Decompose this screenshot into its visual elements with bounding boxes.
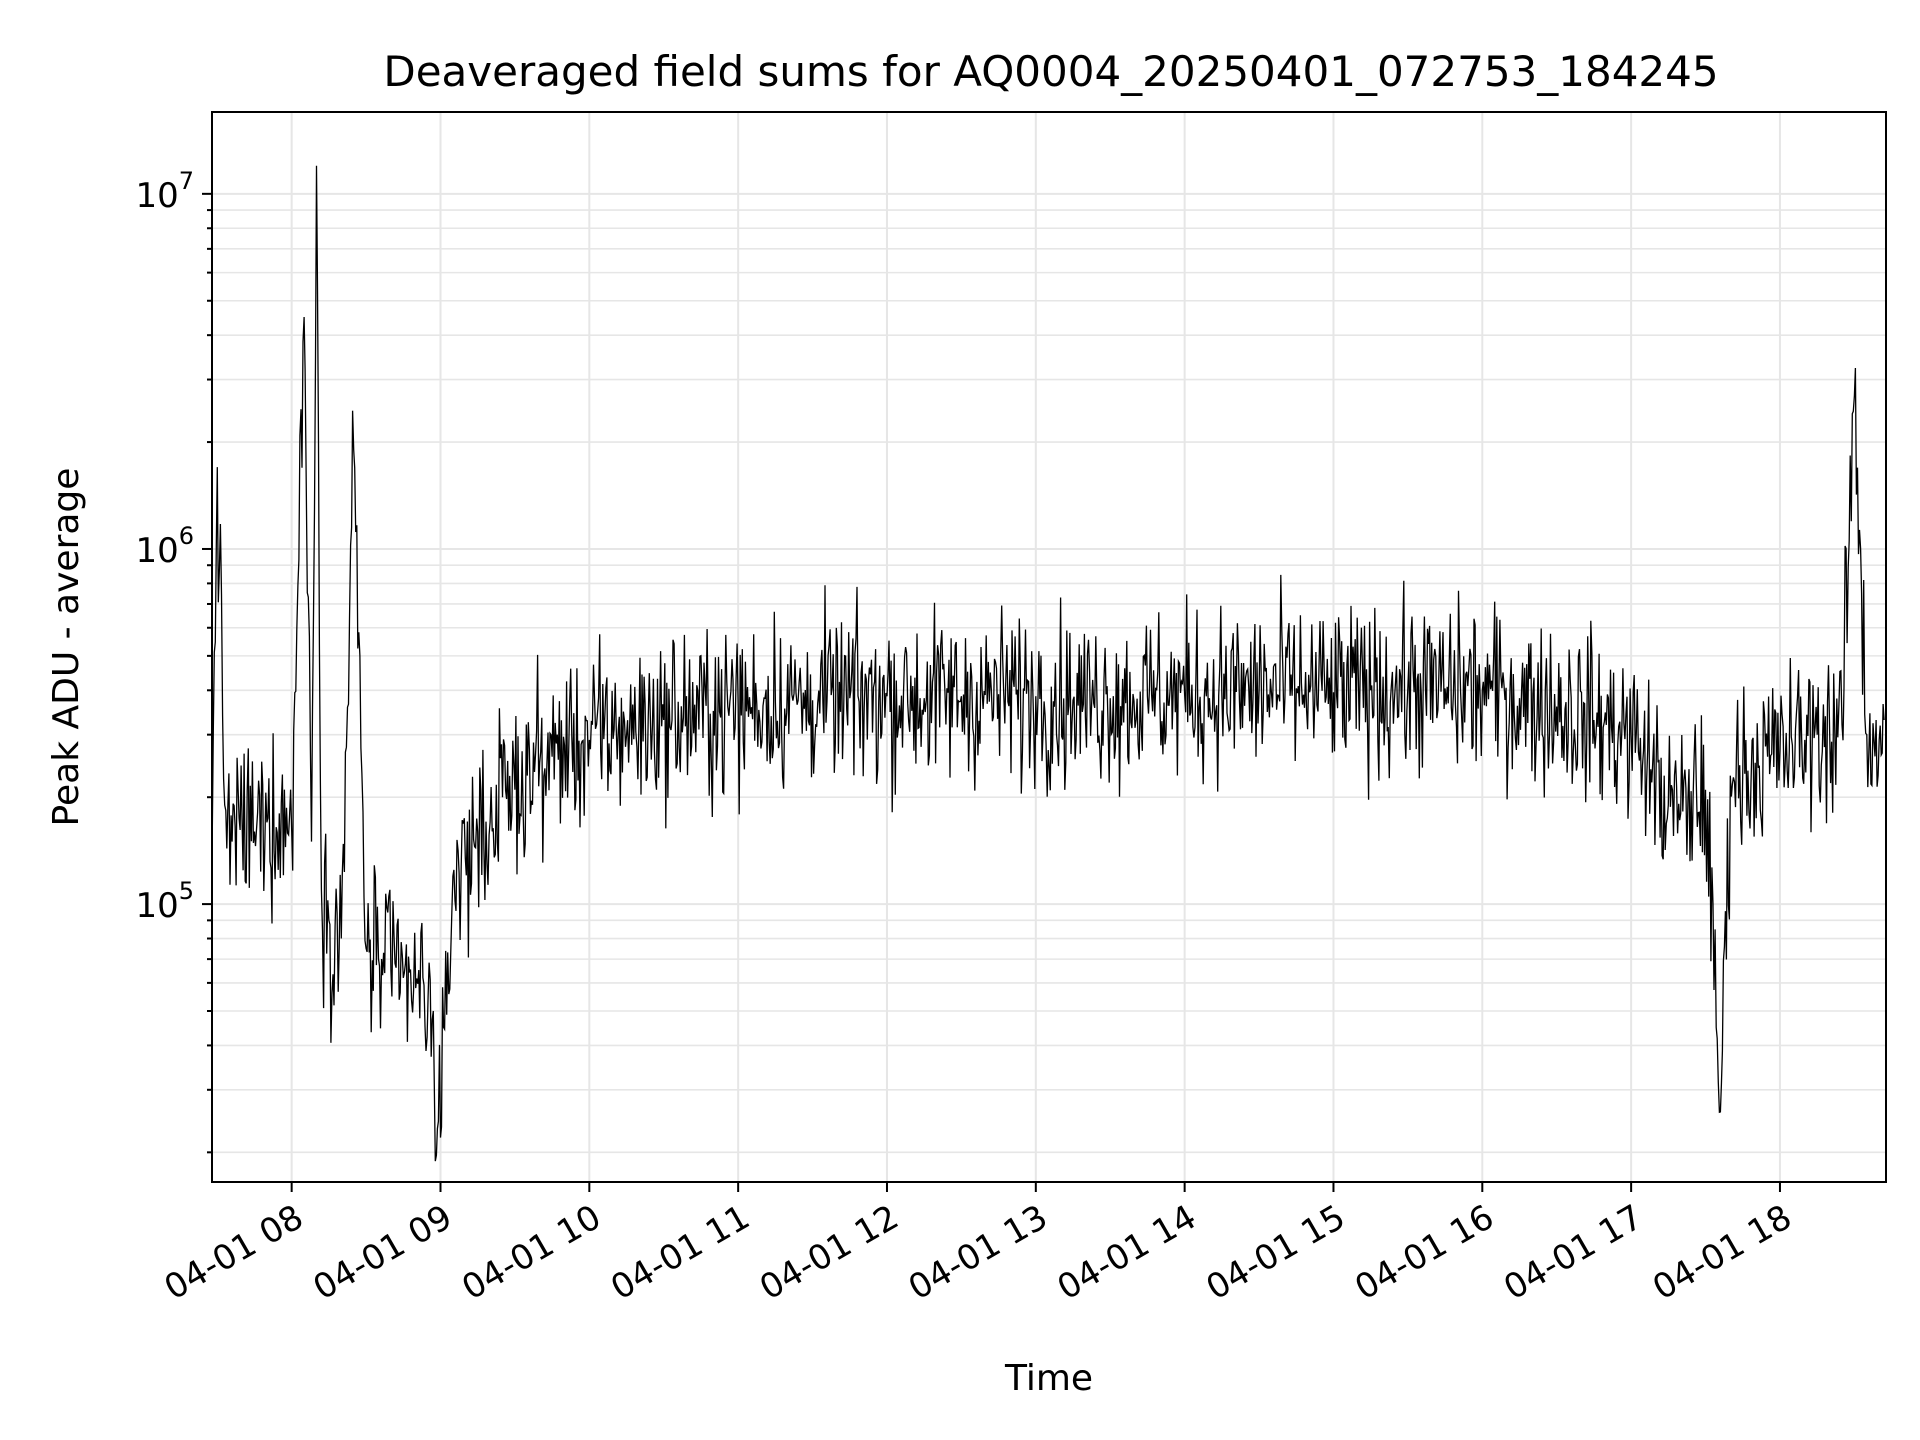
series-line xyxy=(211,165,1885,1162)
y-tick-label: 107 xyxy=(135,167,194,216)
data-layer xyxy=(211,165,1885,1162)
y-tick-label: 106 xyxy=(135,522,194,571)
y-axis-label: Peak ADU - average xyxy=(46,468,87,827)
chart-title: Deaveraged field sums for AQ0004_2025040… xyxy=(383,47,1718,96)
x-axis-label: Time xyxy=(1004,1358,1093,1399)
plot-frame xyxy=(211,111,1887,1183)
y-tick-label: 105 xyxy=(135,877,194,926)
grid-layer xyxy=(212,112,1886,1182)
